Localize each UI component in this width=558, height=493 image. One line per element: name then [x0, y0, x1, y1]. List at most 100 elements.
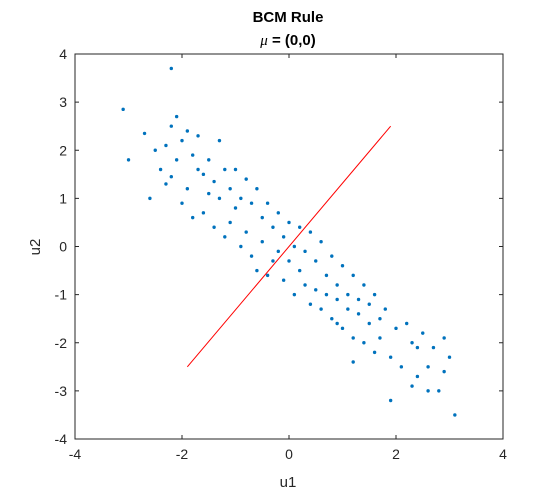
data-point [335, 321, 339, 326]
data-point [399, 365, 404, 369]
data-point [308, 230, 313, 234]
mu-symbol: μ [259, 33, 268, 49]
data-point [340, 326, 345, 331]
data-point [158, 167, 163, 172]
data-point [324, 292, 329, 297]
data-point [394, 326, 398, 331]
x-tick-label: -4 [69, 446, 82, 462]
data-point [298, 268, 302, 273]
data-point [180, 201, 184, 205]
data-point [185, 187, 190, 191]
data-point [260, 239, 264, 244]
data-point [185, 129, 190, 133]
data-point [180, 138, 184, 143]
data-point [330, 254, 334, 258]
data-point [362, 341, 366, 345]
data-point [281, 278, 286, 282]
data-point [126, 158, 131, 162]
data-point [174, 114, 179, 119]
data-point [447, 355, 452, 359]
data-point [265, 273, 270, 278]
data-point [324, 273, 329, 278]
data-point [142, 131, 147, 136]
data-point [415, 345, 420, 350]
data-point [233, 206, 238, 210]
data-point [164, 143, 168, 148]
data-point [292, 244, 297, 249]
data-point [174, 158, 179, 162]
data-point [388, 398, 393, 403]
data-point [367, 302, 371, 306]
data-point [153, 148, 157, 152]
data-point [148, 196, 152, 201]
y-axis-label: u2 [27, 239, 44, 256]
y-tick-label: 3 [59, 94, 67, 110]
data-point [255, 268, 259, 273]
data-point [362, 283, 366, 287]
data-point [201, 172, 206, 177]
data-point [212, 225, 216, 229]
y-tick-label: -4 [55, 431, 68, 447]
data-point [303, 249, 307, 254]
data-point [228, 187, 232, 191]
data-point [191, 215, 195, 220]
data-point [223, 235, 227, 239]
data-point [431, 345, 436, 350]
plot-area: -4 -2 0 2 4 -4 -3 -2 -1 0 1 2 3 4 [55, 46, 508, 462]
data-point [239, 196, 243, 201]
data-point [228, 220, 232, 225]
data-point [356, 297, 361, 302]
data-point [442, 336, 446, 340]
data-point [442, 369, 446, 374]
data-point [314, 259, 318, 263]
data-point [207, 191, 211, 196]
data-point [383, 307, 387, 311]
data-point [233, 167, 238, 172]
y-tick-label: 0 [59, 239, 67, 255]
data-point [276, 249, 280, 254]
subtitle-rest: = (0,0) [268, 32, 316, 49]
data-point [410, 341, 414, 345]
data-point [212, 179, 216, 184]
data-point [287, 220, 291, 225]
data-point [255, 187, 259, 191]
data-point [421, 331, 425, 335]
y-tick-label: -2 [55, 335, 68, 351]
data-point [330, 316, 334, 321]
data-point [265, 201, 270, 205]
y-tick-label: 2 [59, 142, 67, 158]
data-point [249, 201, 254, 205]
data-point [356, 312, 361, 316]
data-point [340, 264, 345, 268]
data-point [260, 215, 264, 220]
data-point [367, 321, 371, 326]
data-point [351, 273, 355, 278]
data-point [169, 175, 173, 179]
data-point [319, 239, 323, 244]
data-point [372, 292, 377, 297]
y-tick-label: -1 [55, 287, 68, 303]
x-tick-label: 0 [285, 446, 293, 462]
data-point [378, 336, 382, 340]
data-point [244, 230, 248, 234]
data-point [191, 153, 195, 157]
data-point [346, 292, 350, 297]
data-point [271, 259, 275, 263]
data-point [249, 254, 254, 258]
data-point [314, 288, 318, 292]
data-point [415, 374, 420, 379]
data-point [303, 283, 307, 287]
data-point [405, 321, 409, 326]
data-point [298, 225, 302, 229]
data-point [169, 124, 173, 128]
data-point [244, 177, 248, 181]
data-point [292, 292, 297, 297]
data-point [276, 211, 280, 215]
chart-subtitle: μ = (0,0) [259, 32, 315, 49]
data-point [281, 235, 286, 239]
x-tick-label: 2 [392, 446, 400, 462]
data-point [121, 107, 125, 112]
data-point [372, 350, 377, 355]
data-point [453, 413, 457, 417]
data-point [388, 355, 393, 359]
